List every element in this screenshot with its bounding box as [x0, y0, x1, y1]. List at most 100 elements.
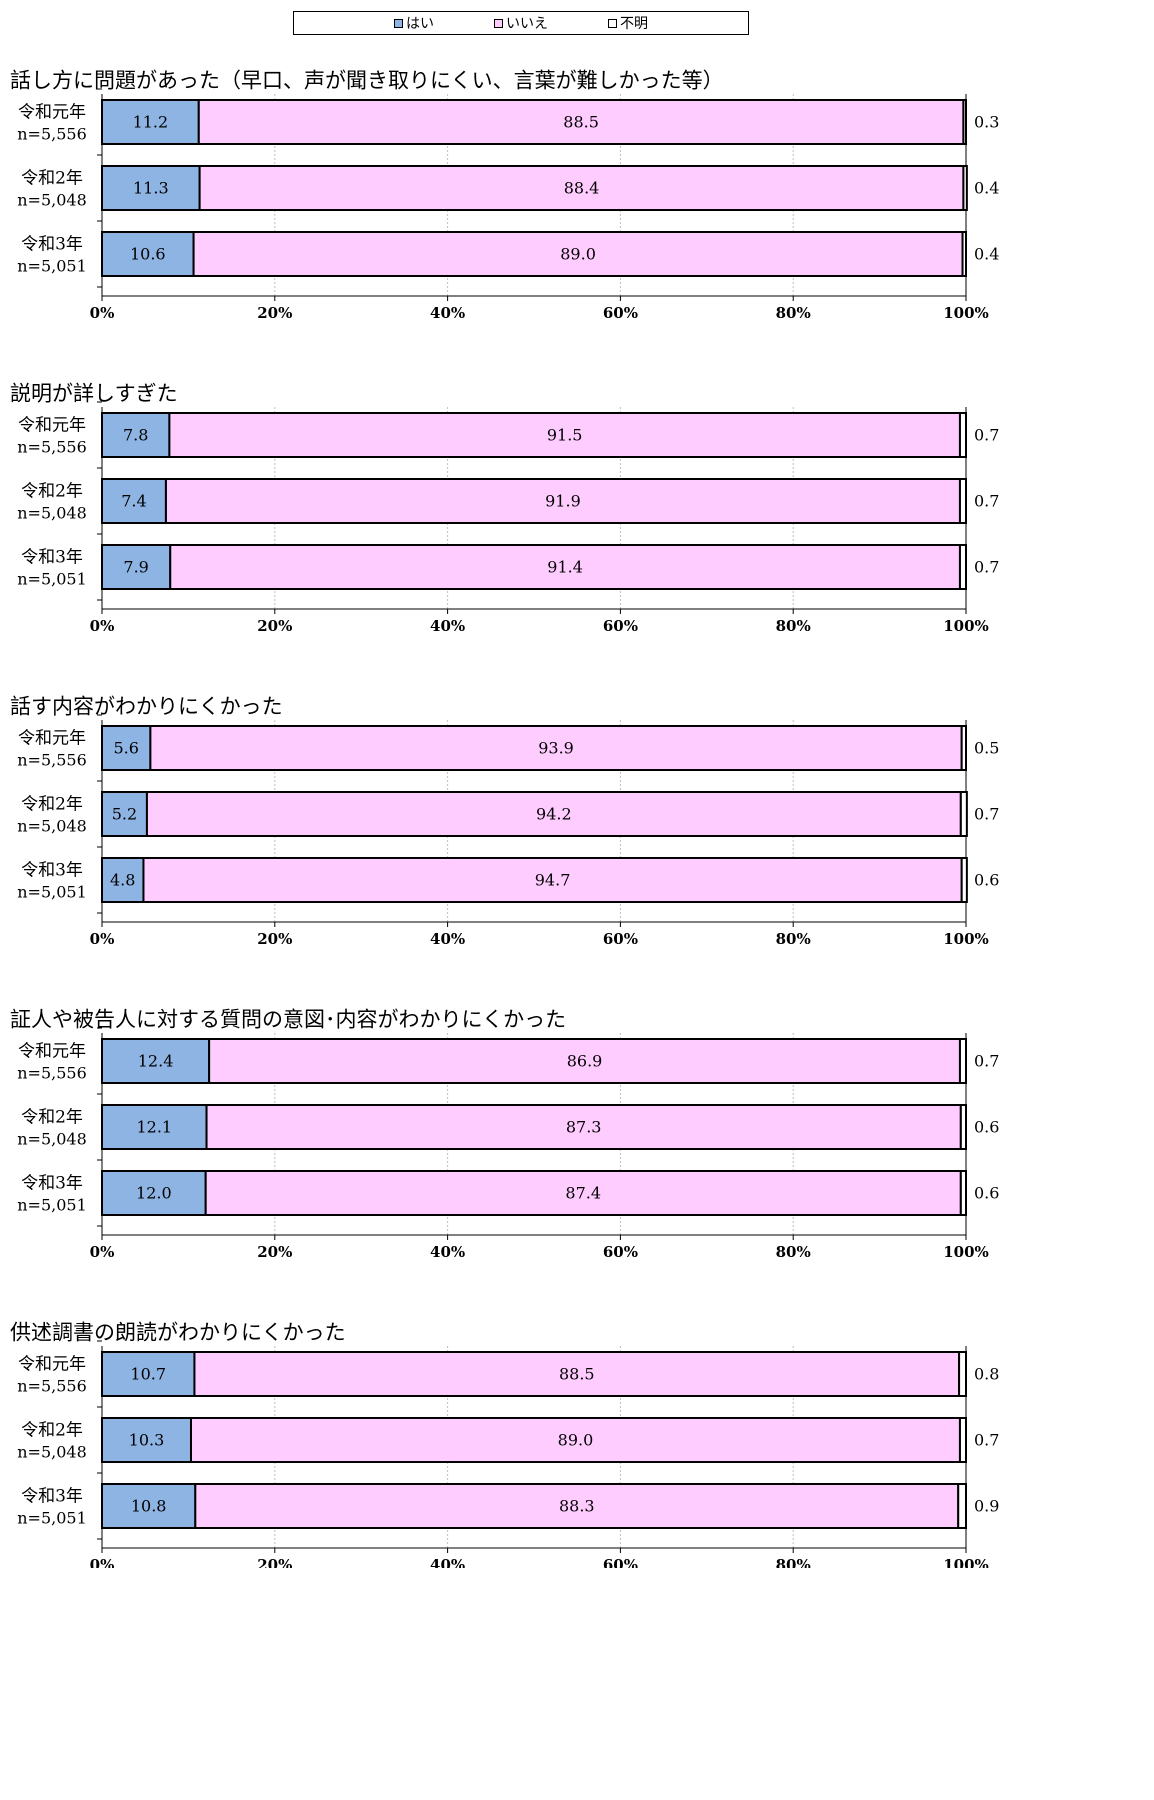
legend-item-no: いいえ: [494, 13, 548, 33]
bar-segment-no: [194, 1483, 960, 1529]
x-tick-label: 0%: [90, 304, 115, 322]
bar-segment-unknown: [959, 1170, 967, 1216]
data-label-no: 88.4: [564, 179, 600, 198]
x-tick-label: 60%: [603, 930, 638, 948]
data-label-no: 89.0: [560, 245, 596, 264]
x-tick-label: 0%: [90, 1556, 115, 1568]
chart-title: 証人や被告人に対する質問の意図･内容がわかりにくかった: [10, 1008, 566, 1032]
x-tick-label: 40%: [430, 1243, 465, 1261]
x-tick-label: 20%: [257, 304, 292, 322]
category-year-label: 令和元年: [18, 729, 86, 749]
bar-segment-no: [192, 231, 964, 277]
bar-segment-yes: [101, 1483, 197, 1529]
data-label-no: 94.2: [536, 805, 572, 824]
bar-segment-yes: [101, 1351, 196, 1397]
x-tick-label: 20%: [257, 1243, 292, 1261]
data-label-yes: 4.8: [110, 871, 135, 890]
category-n-label: n=5,556: [17, 438, 87, 457]
x-tick-label: 100%: [943, 930, 989, 948]
bar-segment-no: [193, 1351, 961, 1397]
data-label-unknown: 0.7: [974, 426, 999, 445]
bar-segment-unknown: [958, 1351, 968, 1397]
category-n-label: n=5,556: [17, 1064, 87, 1083]
data-label-yes: 10.7: [130, 1365, 166, 1384]
category-n-label: n=5,048: [17, 1130, 87, 1149]
legend-item-unknown: 不明: [608, 13, 648, 33]
bar-segment-unknown: [961, 231, 968, 277]
category-n-label: n=5,556: [17, 125, 87, 144]
bar-segment-unknown: [958, 544, 968, 590]
chart-title: 供述調書の朗読がわかりにくかった: [10, 1321, 346, 1345]
x-tick-label: 40%: [430, 930, 465, 948]
data-label-unknown: 0.7: [974, 1431, 999, 1450]
x-tick-label: 40%: [430, 617, 465, 635]
legend-label-no: いいえ: [506, 16, 548, 32]
data-label-yes: 10.6: [130, 245, 166, 264]
data-label-unknown: 0.7: [974, 805, 999, 824]
bar-segment-yes: [101, 544, 172, 590]
x-tick-label: 60%: [603, 304, 638, 322]
data-label-no: 87.3: [566, 1118, 602, 1137]
bar-segment-yes: [101, 412, 171, 458]
x-tick-label: 80%: [776, 930, 811, 948]
bar-segment-unknown: [958, 478, 968, 524]
category-n-label: n=5,048: [17, 1443, 87, 1462]
data-label-yes: 7.9: [123, 558, 148, 577]
bar-segment-unknown: [958, 412, 968, 458]
bar-segment-unknown: [959, 791, 968, 837]
data-label-yes: 7.8: [123, 426, 148, 445]
x-tick-label: 40%: [430, 304, 465, 322]
category-n-label: n=5,051: [17, 883, 87, 902]
bar-segment-yes: [101, 1104, 208, 1150]
data-label-unknown: 0.7: [974, 558, 999, 577]
data-label-no: 88.5: [559, 1365, 595, 1384]
x-tick-label: 0%: [90, 1243, 115, 1261]
category-year-label: 令和3年: [21, 1174, 83, 1194]
category-n-label: n=5,051: [17, 1509, 87, 1528]
bar-segment-unknown: [962, 99, 968, 145]
category-year-label: 令和元年: [18, 103, 86, 123]
x-tick-label: 0%: [90, 930, 115, 948]
category-year-label: 令和3年: [21, 861, 83, 881]
data-label-yes: 12.0: [136, 1184, 172, 1203]
data-label-unknown: 0.7: [974, 492, 999, 511]
data-label-no: 88.5: [563, 113, 599, 132]
category-n-label: n=5,048: [17, 817, 87, 836]
data-label-unknown: 0.4: [974, 245, 999, 264]
category-year-label: 令和3年: [21, 1487, 83, 1507]
data-label-no: 86.9: [567, 1052, 603, 1071]
category-year-label: 令和2年: [21, 169, 83, 189]
category-year-label: 令和3年: [21, 548, 83, 568]
data-label-yes: 10.8: [131, 1497, 167, 1516]
bar-segment-no: [169, 544, 961, 590]
category-n-label: n=5,048: [17, 504, 87, 523]
x-tick-label: 0%: [90, 617, 115, 635]
bar-segment-unknown: [960, 857, 968, 903]
category-year-label: 令和元年: [18, 416, 86, 436]
x-tick-label: 100%: [943, 617, 989, 635]
x-tick-label: 100%: [943, 1556, 989, 1568]
category-n-label: n=5,051: [17, 570, 87, 589]
bar-segment-unknown: [959, 1104, 967, 1150]
category-year-label: 令和2年: [21, 795, 83, 815]
data-label-no: 91.4: [547, 558, 583, 577]
data-label-unknown: 0.7: [974, 1052, 999, 1071]
bar-segment-yes: [101, 99, 200, 145]
category-year-label: 令和2年: [21, 1421, 83, 1441]
chart-title: 説明が詳しすぎた: [10, 382, 178, 406]
bar-segment-unknown: [962, 165, 968, 211]
data-label-unknown: 0.9: [974, 1497, 999, 1516]
data-label-unknown: 0.6: [974, 1184, 999, 1203]
x-tick-label: 40%: [430, 1556, 465, 1568]
bar-segment-yes: [101, 1170, 207, 1216]
bar-segment-yes: [101, 231, 195, 277]
category-year-label: 令和元年: [18, 1042, 86, 1062]
data-label-no: 89.0: [558, 1431, 594, 1450]
data-label-yes: 11.3: [133, 179, 169, 198]
x-tick-label: 20%: [257, 617, 292, 635]
legend-item-yes: はい: [394, 13, 434, 33]
chart-title: 話す内容がわかりにくかった: [10, 695, 283, 719]
x-tick-label: 60%: [603, 617, 638, 635]
category-year-label: 令和2年: [21, 1108, 83, 1128]
data-label-yes: 10.3: [129, 1431, 165, 1450]
